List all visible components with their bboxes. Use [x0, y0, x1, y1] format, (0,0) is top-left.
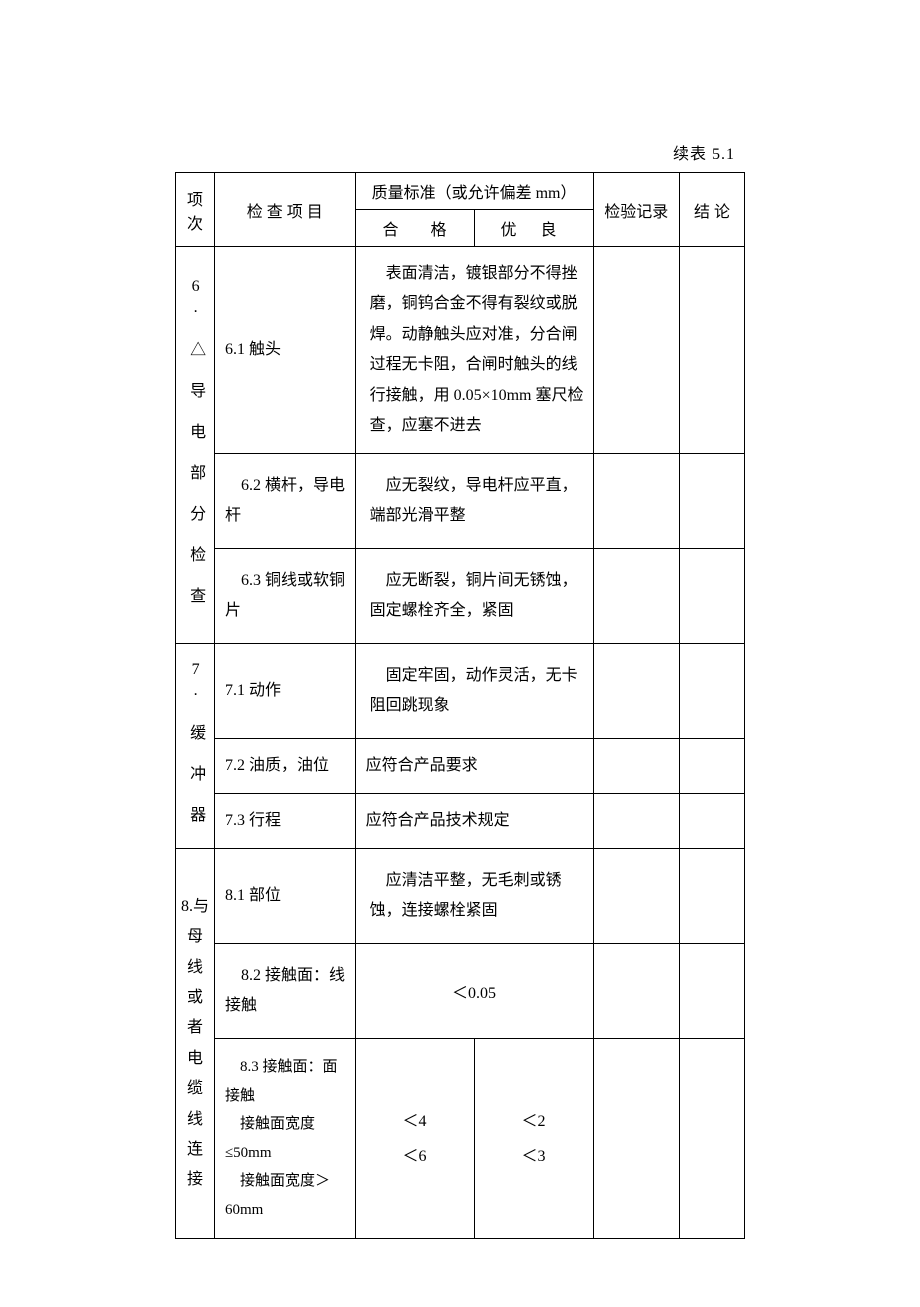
std-7-3: 应符合产品技术规定: [355, 794, 593, 849]
std-7-1: 固定牢固，动作灵活，无卡阻回跳现象: [355, 644, 593, 739]
res-8-1: [680, 849, 745, 944]
row-8-2: 8.2 接触面：线接触 ＜0.05: [176, 944, 745, 1039]
hdr-standard: 质量标准（或允许偏差 mm）: [355, 173, 593, 210]
rec-8-1: [593, 849, 680, 944]
section-8-title: 8.与 母线 或者 电缆 线连 接: [176, 849, 215, 1239]
rec-7-2: [593, 739, 680, 794]
std-6-3: 应无断裂，铜片间无锈蚀，固定螺栓齐全，紧固: [355, 549, 593, 644]
rec-6-2: [593, 454, 680, 549]
res-8-3: [680, 1039, 745, 1239]
item-8-2: 8.2 接触面：线接触: [214, 944, 355, 1039]
hdr-qualified: 合 格: [355, 210, 474, 247]
row-8-3: 8.3 接触面：面接触 接触面宽度≤50mm 接触面宽度＞60mm ＜4 ＜6 …: [176, 1039, 745, 1239]
rec-8-2: [593, 944, 680, 1039]
rec-6-3: [593, 549, 680, 644]
hdr-item: 检 查 项 目: [214, 173, 355, 247]
rec-7-1: [593, 644, 680, 739]
row-8-1: 8.与 母线 或者 电缆 线连 接 8.1 部位 应清洁平整，无毛刺或锈蚀，连接…: [176, 849, 745, 944]
std-8-1: 应清洁平整，无毛刺或锈蚀，连接螺栓紧固: [355, 849, 593, 944]
row-7-3: 7.3 行程 应符合产品技术规定: [176, 794, 745, 849]
hdr-record: 检验记录: [593, 173, 680, 247]
item-7-1: 7.1 动作: [214, 644, 355, 739]
hdr-good: 优 良: [474, 210, 593, 247]
res-7-1: [680, 644, 745, 739]
hdr-result: 结 论: [680, 173, 745, 247]
section-6-title: 6. △ 导 电 部 分 检 查: [176, 247, 215, 644]
std-7-2: 应符合产品要求: [355, 739, 593, 794]
res-6-2: [680, 454, 745, 549]
row-7-1: 7. 缓 冲 器 7.1 动作 固定牢固，动作灵活，无卡阻回跳现象: [176, 644, 745, 739]
res-8-2: [680, 944, 745, 1039]
hdr-section: 项次: [176, 173, 215, 247]
std-6-1: 表面清洁，镀银部分不得挫磨，铜钨合金不得有裂纹或脱焊。动静触头应对准，分合闸过程…: [355, 247, 593, 454]
row-6-1: 6. △ 导 电 部 分 检 查 6.1 触头 表面清洁，镀银部分不得挫磨，铜钨…: [176, 247, 745, 454]
section-7-title: 7. 缓 冲 器: [176, 644, 215, 849]
item-7-2: 7.2 油质，油位: [214, 739, 355, 794]
header-row-1: 项次 检 查 项 目 质量标准（或允许偏差 mm） 检验记录 结 论: [176, 173, 745, 210]
item-6-3: 6.3 铜线或软铜片: [214, 549, 355, 644]
res-7-2: [680, 739, 745, 794]
row-7-2: 7.2 油质，油位 应符合产品要求: [176, 739, 745, 794]
row-6-2: 6.2 横杆，导电杆 应无裂纹，导电杆应平直，端部光滑平整: [176, 454, 745, 549]
table-caption: 续表 5.1: [175, 140, 745, 164]
std-8-3b: ＜2 ＜3: [474, 1039, 593, 1239]
std-8-3a: ＜4 ＜6: [355, 1039, 474, 1239]
item-6-2: 6.2 横杆，导电杆: [214, 454, 355, 549]
rec-8-3: [593, 1039, 680, 1239]
item-8-1: 8.1 部位: [214, 849, 355, 944]
res-7-3: [680, 794, 745, 849]
item-6-1: 6.1 触头: [214, 247, 355, 454]
res-6-1: [680, 247, 745, 454]
rec-7-3: [593, 794, 680, 849]
rec-6-1: [593, 247, 680, 454]
inspection-table: 项次 检 查 项 目 质量标准（或允许偏差 mm） 检验记录 结 论 合 格 优…: [175, 172, 745, 1239]
res-6-3: [680, 549, 745, 644]
item-8-3: 8.3 接触面：面接触 接触面宽度≤50mm 接触面宽度＞60mm: [214, 1039, 355, 1239]
std-8-2: ＜0.05: [355, 944, 593, 1039]
item-7-3: 7.3 行程: [214, 794, 355, 849]
row-6-3: 6.3 铜线或软铜片 应无断裂，铜片间无锈蚀，固定螺栓齐全，紧固: [176, 549, 745, 644]
std-6-2: 应无裂纹，导电杆应平直，端部光滑平整: [355, 454, 593, 549]
